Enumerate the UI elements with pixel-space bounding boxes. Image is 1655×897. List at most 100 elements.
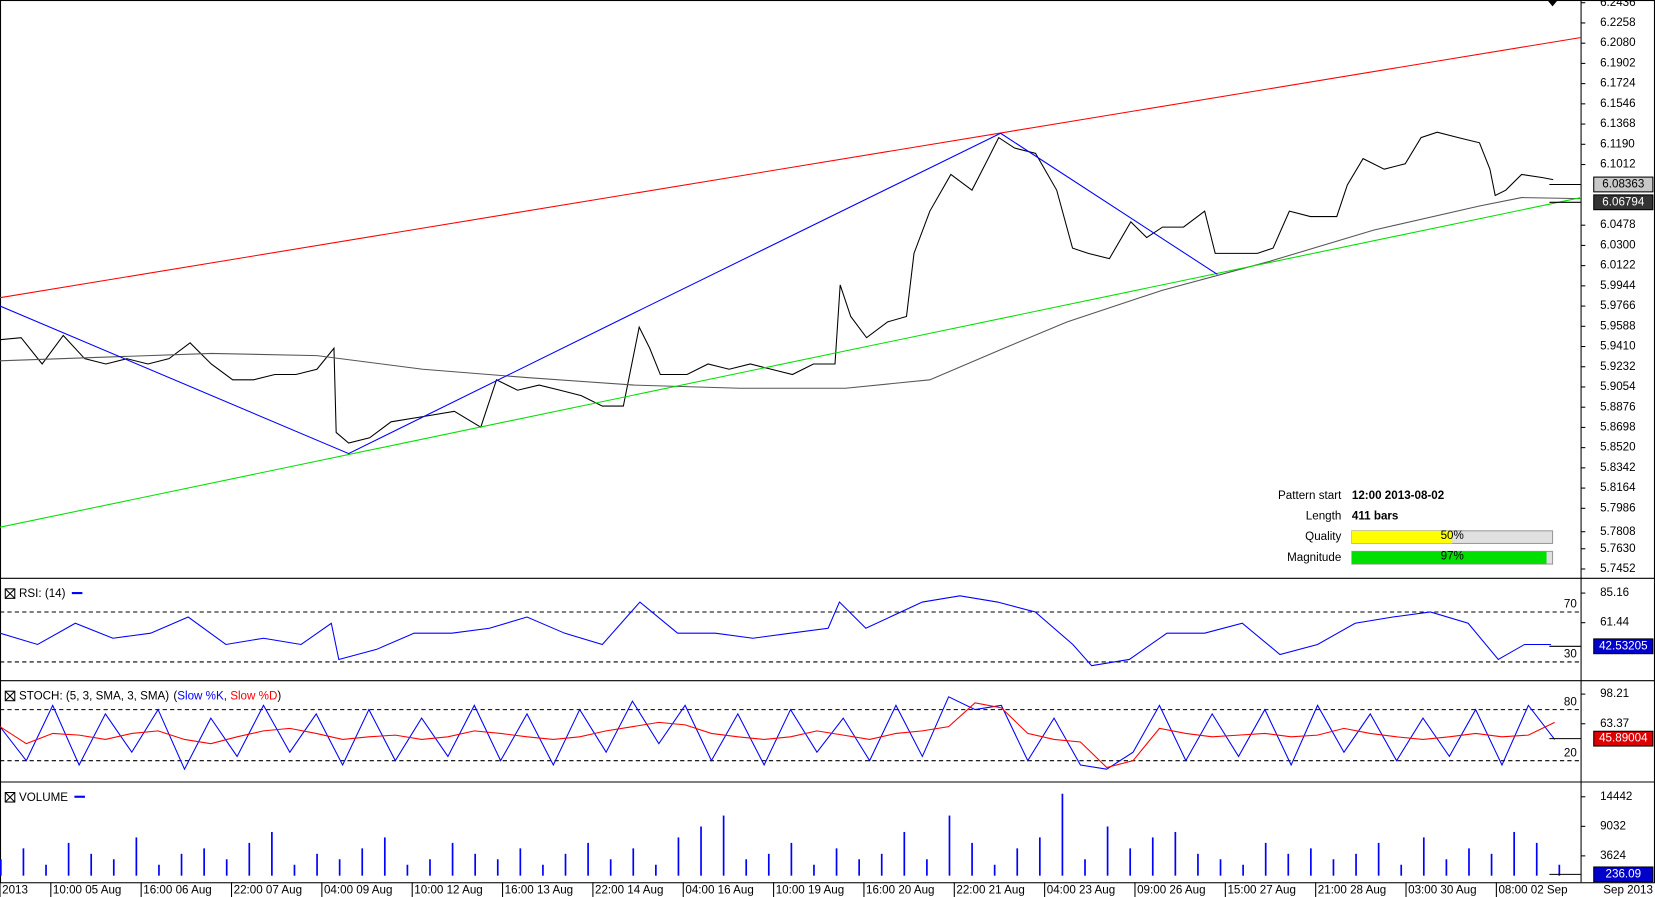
current-value-label: 45.89004 — [1599, 732, 1648, 745]
level-label: 20 — [1564, 746, 1577, 759]
info-label: Pattern start — [1278, 489, 1342, 502]
volume-bar — [1038, 837, 1041, 876]
panel-checkbox-cross — [4, 690, 16, 702]
legend-entry: Slow %K — [177, 690, 224, 703]
volume-bar — [1174, 831, 1177, 876]
volume-bar — [1084, 859, 1086, 876]
volume-bar — [271, 831, 273, 876]
y-tick-label: 61.44 — [1600, 616, 1630, 629]
volume-bar — [1129, 848, 1132, 876]
volume-bar — [248, 842, 251, 876]
y-tick-label: 5.7630 — [1600, 542, 1636, 555]
volume-bar — [1422, 837, 1425, 876]
info-bar — [1351, 551, 1547, 565]
y-tick-label: 85.16 — [1600, 586, 1629, 599]
y-tick-label: 6.1012 — [1600, 158, 1636, 171]
volume-bar — [338, 859, 341, 876]
info-value: 12:00 2013-08-02 — [1352, 489, 1444, 502]
volume-bar — [1535, 842, 1538, 876]
x-tick-label: 04:00 09 Aug — [324, 884, 392, 897]
x-tick-label: 16:00 13 Aug — [505, 884, 573, 897]
series-line — [0, 36, 1582, 299]
x-tick-label: 10:00 19 Aug — [776, 884, 844, 897]
y-tick-label: 6.1190 — [1600, 137, 1635, 150]
volume-bar — [790, 842, 793, 876]
volume-bar — [993, 864, 996, 876]
volume-bar — [858, 859, 860, 876]
volume-bar — [203, 848, 205, 876]
x-end-label: Sep 2013 — [1603, 884, 1653, 897]
y-tick-label: 5.7808 — [1600, 525, 1636, 538]
volume-bar — [90, 853, 93, 876]
x-tick-label: 22:00 07 Aug — [234, 884, 302, 897]
x-tick-label: 15:00 27 Aug — [1227, 884, 1295, 897]
info-bar-label: 50% — [1441, 529, 1464, 542]
volume-bar — [1445, 859, 1448, 876]
current-value-box — [1593, 638, 1654, 655]
legend: (Slow %K, Slow %D) — [173, 690, 281, 703]
series-line — [0, 132, 1218, 455]
current-value-label: 6.08363 — [1602, 178, 1644, 191]
volume-bar — [1355, 853, 1357, 876]
panel-title: VOLUME — [19, 791, 68, 804]
volume-bar — [1513, 831, 1515, 876]
volume-bar — [1377, 842, 1380, 876]
legend-entry: Slow %D — [230, 690, 277, 703]
x-tick-label: 09:00 26 Aug — [1137, 884, 1205, 897]
level-label: 30 — [1564, 648, 1577, 661]
x-tick-label: 22:00 21 Aug — [956, 884, 1024, 897]
x-tick-label: 04:00 16 Aug — [685, 884, 753, 897]
current-value-box — [1593, 194, 1654, 211]
volume-bar — [1490, 853, 1493, 876]
volume-bar — [316, 853, 318, 876]
volume-bar — [22, 848, 25, 876]
volume-bar — [880, 853, 883, 876]
x-tick-label: 10:00 12 Aug — [414, 884, 482, 897]
info-bar-label: 97% — [1441, 550, 1464, 563]
volume-bar — [948, 815, 951, 876]
y-tick-label: 5.9588 — [1600, 319, 1636, 332]
y-tick-label: 5.8698 — [1600, 420, 1636, 433]
volume-bar — [1151, 837, 1154, 876]
y-tick-label: 5.9232 — [1600, 360, 1636, 373]
volume-bar — [496, 859, 499, 876]
current-value-label: 42.53205 — [1599, 639, 1647, 652]
y-tick-label: 6.0122 — [1600, 259, 1636, 272]
volume-bar — [519, 848, 522, 876]
volume-bar — [587, 842, 589, 876]
volume-bar — [677, 837, 680, 876]
volume-bar — [926, 859, 928, 876]
y-tick-label: 3624 — [1600, 849, 1626, 862]
volume-bar — [903, 831, 906, 876]
y-tick-label: 9032 — [1600, 819, 1626, 832]
current-value-label: 6.06794 — [1602, 195, 1645, 208]
volume-bar — [451, 842, 454, 876]
x-tick-label: 04:00 23 Aug — [1047, 884, 1115, 897]
series-line — [0, 595, 1551, 667]
volume-bar — [632, 848, 635, 876]
x-tick-label: 22:00 14 Aug — [595, 884, 663, 897]
volume-bar — [1468, 848, 1470, 876]
y-tick-label: 6.1368 — [1600, 117, 1636, 130]
series-line — [0, 197, 1582, 389]
x-tick-label: 08:00 02 Sep — [1498, 884, 1567, 897]
current-value-label: 236.09 — [1606, 867, 1642, 880]
volume-bar — [1400, 864, 1403, 876]
y-tick-label: 6.0300 — [1600, 238, 1636, 251]
panel-title: RSI: (14) — [19, 587, 66, 600]
y-tick-label: 6.2080 — [1600, 36, 1636, 49]
volume-bar — [180, 853, 183, 876]
volume-bar — [67, 842, 70, 876]
y-tick-label: 6.1902 — [1600, 56, 1636, 69]
volume-bar — [1558, 864, 1561, 876]
level-label: 80 — [1564, 695, 1577, 708]
current-value-box — [1593, 866, 1654, 883]
x-tick-label: 10:00 05 Aug — [53, 884, 121, 897]
volume-bar — [1242, 864, 1244, 876]
y-tick-label: 5.7986 — [1600, 501, 1636, 514]
volume-bar — [813, 864, 815, 876]
level-label: 70 — [1564, 598, 1577, 611]
current-value-box — [1593, 176, 1654, 193]
y-tick-label: 6.2258 — [1600, 16, 1636, 29]
volume-bar — [158, 864, 160, 876]
